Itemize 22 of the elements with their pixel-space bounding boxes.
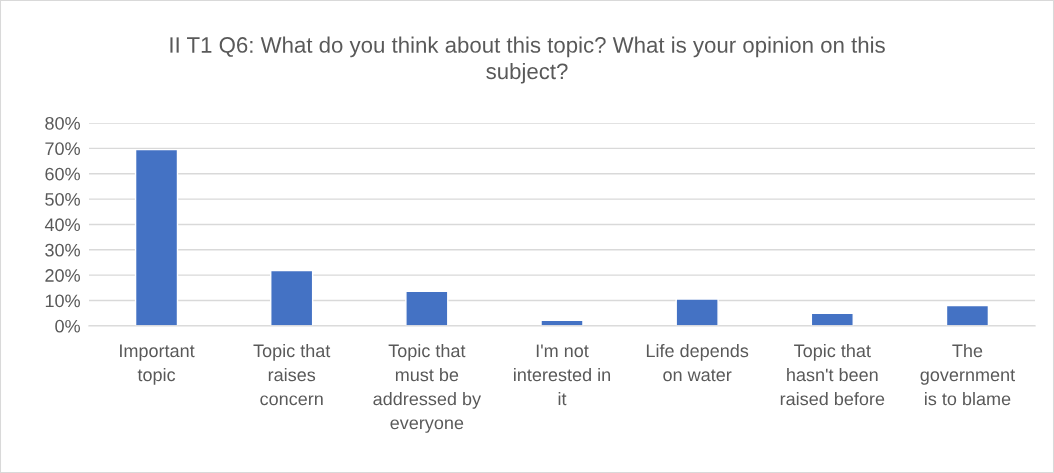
x-tick-label: Life depends on water — [646, 343, 749, 382]
y-tick-label: 60% — [45, 167, 80, 181]
bar — [405, 290, 449, 326]
bar — [270, 269, 314, 326]
x-tick-label: I'm not interested in it — [514, 344, 611, 406]
y-tick-label: 0% — [55, 319, 80, 333]
x-tick-label: The government is to blame — [920, 343, 1015, 406]
x-tick-label: Topic that hasn't been raised before — [780, 343, 885, 406]
y-tick-label: 70% — [45, 142, 80, 156]
x-tick-label: Important topic — [120, 344, 195, 385]
y-tick-label: 20% — [45, 269, 80, 282]
y-tick-label: 80% — [45, 116, 80, 130]
y-tick-label: 40% — [44, 218, 80, 232]
bar — [675, 298, 719, 326]
x-tick-label: Topic that raises concern — [253, 343, 331, 406]
bar — [945, 304, 990, 326]
y-tick-label: 30% — [45, 243, 80, 257]
chart-title: II T1 Q6: What do you think about this topic? What is your opinion on this subject? — [170, 36, 885, 84]
x-tick-label: Topic that must be addressed by everyone — [373, 343, 482, 433]
y-tick-label: 10% — [45, 294, 80, 308]
bar — [134, 148, 179, 326]
y-tick-label: 50% — [45, 193, 80, 206]
